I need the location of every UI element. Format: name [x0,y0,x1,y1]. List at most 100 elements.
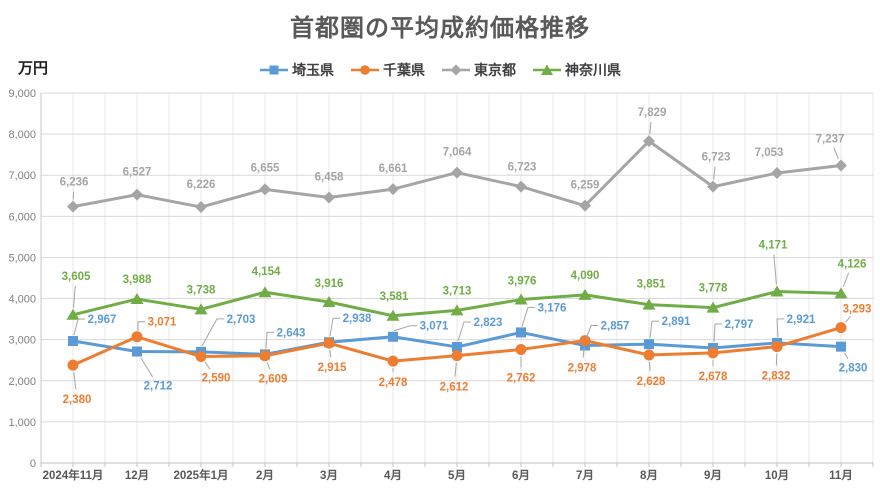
y-axis-unit-label: 万円 [18,60,49,77]
diamond-marker-icon [442,64,470,76]
svg-text:2,000: 2,000 [8,376,36,388]
svg-text:2,915: 2,915 [318,362,347,374]
svg-text:3,778: 3,778 [699,283,728,295]
data-labels-埼玉県: 2,967 2,712 2,703 2,643 2,938 3,071 2,823 3,176… [73,302,868,393]
legend-label-tokyo: 東京都 [474,62,516,78]
svg-text:4月: 4月 [384,469,402,482]
svg-text:2,891: 2,891 [662,316,691,328]
svg-text:2,797: 2,797 [725,319,754,331]
svg-text:11月: 11月 [829,469,853,482]
svg-text:3,176: 3,176 [538,302,567,314]
svg-text:2,938: 2,938 [343,313,372,325]
svg-text:4,090: 4,090 [571,270,600,282]
svg-text:2,703: 2,703 [227,314,256,326]
svg-text:7,237: 7,237 [816,133,845,145]
svg-text:2,678: 2,678 [699,371,728,383]
svg-text:3,581: 3,581 [380,291,409,303]
svg-text:2月: 2月 [256,469,274,482]
svg-text:8月: 8月 [640,469,658,482]
series-千葉県 [67,322,847,371]
svg-text:2,590: 2,590 [202,373,231,385]
svg-text:4,171: 4,171 [759,240,788,252]
svg-text:10月: 10月 [765,469,789,482]
svg-text:3,000: 3,000 [8,335,36,347]
svg-text:5,000: 5,000 [8,252,36,264]
svg-text:3,916: 3,916 [315,278,344,290]
svg-text:6,236: 6,236 [60,177,89,189]
chart-title: 首都圏の平均成約価格推移 [290,15,590,42]
svg-text:2,712: 2,712 [144,381,173,393]
svg-text:2,762: 2,762 [507,372,536,384]
y-axis-tick-labels: 0 1,000 2,000 3,000 4,000 5,000 6,000 7,000 8,00… [8,88,36,470]
circle-marker-icon [351,65,379,75]
svg-text:9月: 9月 [704,469,722,482]
svg-text:6,259: 6,259 [571,180,600,192]
legend-item-tokyo: 東京都 [441,60,516,80]
svg-text:6,661: 6,661 [379,163,408,175]
svg-text:2025年1月: 2025年1月 [174,468,229,482]
svg-text:6,000: 6,000 [8,211,36,223]
square-marker-icon [260,65,288,75]
svg-text:6,458: 6,458 [315,172,344,184]
svg-text:2,478: 2,478 [379,377,408,389]
svg-text:7,000: 7,000 [8,170,36,182]
svg-text:7,064: 7,064 [443,147,472,159]
svg-text:3,071: 3,071 [420,321,449,333]
svg-text:7,829: 7,829 [638,107,667,119]
svg-text:2,643: 2,643 [277,327,306,339]
svg-text:2,832: 2,832 [762,371,791,383]
svg-text:3,851: 3,851 [637,279,666,291]
svg-text:2,921: 2,921 [787,314,816,326]
svg-text:7,053: 7,053 [755,147,784,159]
svg-text:5月: 5月 [448,469,466,482]
svg-text:2,830: 2,830 [839,363,868,375]
svg-text:8,000: 8,000 [8,129,36,141]
svg-text:6,226: 6,226 [187,179,216,191]
legend: 埼玉県 千葉県 東京都 神奈川県 [0,60,880,80]
x-axis-tick-labels: 2024年11月 12月 2025年1月 2月 3月 4月 5月 6月 7月 8月 9月 10月 11月 [43,468,853,482]
vertical-gridlines [40,93,874,463]
svg-text:3,738: 3,738 [187,284,216,296]
legend-item-chiba: 千葉県 [350,60,425,80]
svg-text:2024年11月: 2024年11月 [43,468,104,482]
triangle-marker-icon [533,64,561,75]
svg-text:6,723: 6,723 [508,162,537,174]
svg-text:2,823: 2,823 [474,317,503,329]
svg-text:4,000: 4,000 [8,294,36,306]
svg-text:2,967: 2,967 [88,314,117,326]
svg-text:2,609: 2,609 [259,374,288,386]
svg-text:7月: 7月 [576,469,594,482]
series-東京都 [67,135,847,214]
legend-label-kanagawa: 神奈川県 [565,62,621,78]
svg-text:6,723: 6,723 [702,152,731,164]
svg-text:3,713: 3,713 [443,285,472,297]
svg-text:6,655: 6,655 [251,162,280,174]
series-神奈川県 [66,285,848,321]
svg-text:1,000: 1,000 [8,417,36,429]
legend-label-saitama: 埼玉県 [292,62,334,78]
data-labels-千葉県: 2,380 3,071 2,590 2,609 2,915 2,478 2,612 2,762… [63,304,872,407]
svg-text:3,071: 3,071 [148,317,177,329]
legend-label-chiba: 千葉県 [383,62,425,78]
svg-text:2,978: 2,978 [568,363,597,375]
svg-text:2,612: 2,612 [440,382,469,394]
legend-item-saitama: 埼玉県 [259,60,334,80]
data-labels-東京都: 6,236 6,527 6,226 6,655 6,458 6,661 7,064 6,723… [60,107,845,200]
svg-text:3月: 3月 [320,469,338,482]
svg-text:3,605: 3,605 [62,271,91,283]
svg-text:6月: 6月 [512,469,530,482]
svg-text:4,154: 4,154 [252,266,281,278]
svg-text:12月: 12月 [125,469,149,482]
svg-text:2,380: 2,380 [63,394,92,406]
data-labels-神奈川県: 3,605 3,988 3,738 4,154 3,916 3,581 3,713 3,976… [62,240,867,308]
svg-text:2,857: 2,857 [601,321,630,333]
svg-text:9,000: 9,000 [8,88,36,100]
svg-text:4,126: 4,126 [838,258,867,270]
svg-text:0: 0 [30,458,36,470]
svg-text:3,988: 3,988 [123,274,152,286]
axes [40,93,874,467]
svg-text:3,293: 3,293 [843,304,872,316]
legend-item-kanagawa: 神奈川県 [532,60,621,80]
